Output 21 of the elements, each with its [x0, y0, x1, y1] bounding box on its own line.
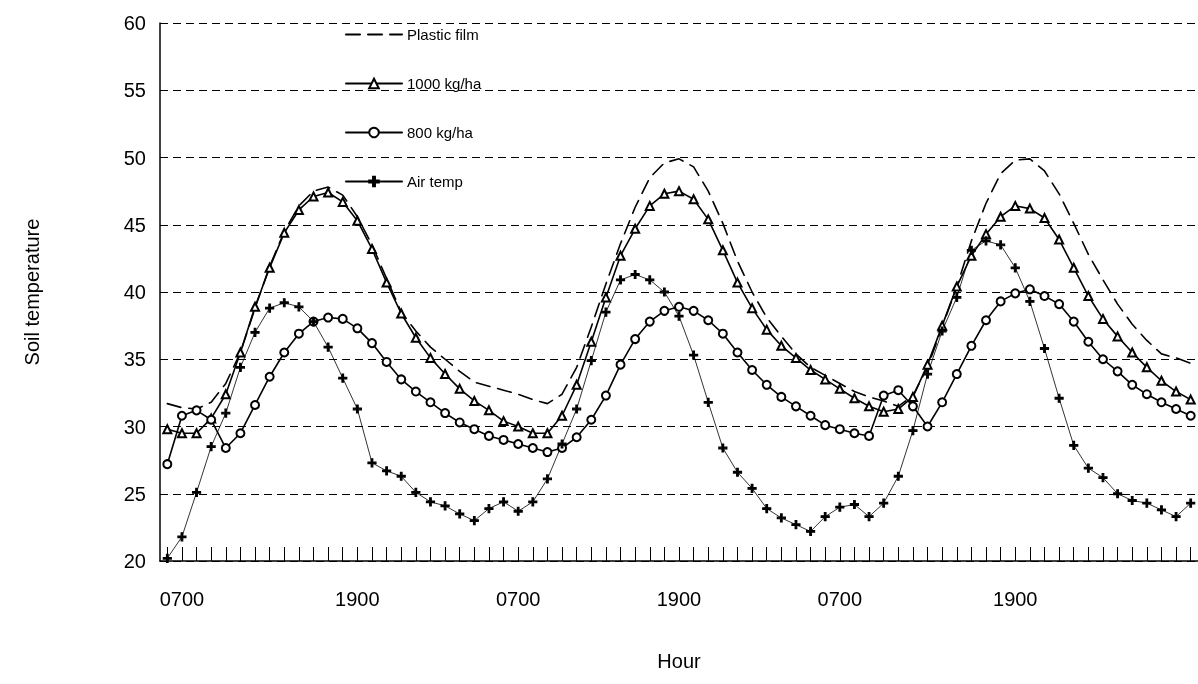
y-tick-label: 55 [123, 79, 146, 102]
legend-label: 800 kg/ha [407, 124, 474, 141]
y-tick-label: 45 [123, 213, 146, 236]
y-tick-label: 35 [123, 348, 146, 371]
y-axis-title: Soil temperature [21, 218, 43, 366]
y-tick-label: 40 [123, 281, 146, 303]
x-tick-label: 1900 [656, 588, 702, 610]
y-tick-label: 60 [123, 12, 146, 34]
x-tick-label: 0700 [495, 588, 541, 610]
legend-label: Air temp [407, 173, 463, 190]
legend-label: 1000 kg/ha [407, 75, 482, 92]
x-tick-label: 1900 [335, 588, 380, 610]
y-tick-label: 50 [123, 146, 146, 169]
x-tick-label: 0700 [159, 588, 205, 610]
y-tick-label: 25 [123, 482, 146, 505]
y-tick-label: 30 [123, 415, 146, 438]
x-axis-title: Hour [657, 650, 702, 672]
x-tick-label: 0700 [817, 588, 863, 610]
y-tick-label: 20 [123, 550, 146, 572]
legend-label: Plastic film [407, 26, 479, 43]
x-tick-label: 1900 [993, 588, 1038, 610]
